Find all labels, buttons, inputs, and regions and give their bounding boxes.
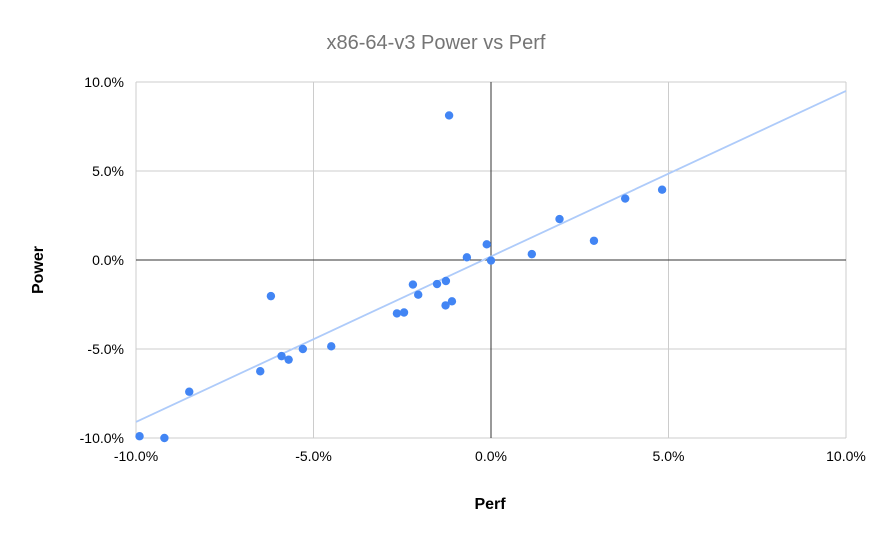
data-point	[277, 351, 286, 361]
x-tick-label: 10.0%	[826, 448, 866, 464]
x-tick-label: -10.0%	[114, 448, 158, 464]
x-tick-label: 0.0%	[475, 448, 507, 464]
data-point	[399, 308, 409, 317]
y-tick-labels: 10.0% 5.0% 0.0% -5.0% -10.0%	[80, 74, 124, 446]
data-point	[432, 279, 442, 289]
data-point	[185, 387, 194, 396]
data-point	[160, 433, 169, 443]
data-point	[408, 280, 418, 289]
data-point	[444, 111, 454, 120]
data-point	[462, 253, 472, 262]
data-point	[256, 367, 265, 376]
data-point	[589, 236, 599, 245]
data-points	[135, 111, 667, 443]
y-tick-label: -10.0%	[80, 430, 124, 446]
data-point	[657, 185, 667, 194]
data-point	[284, 355, 293, 364]
data-point	[327, 342, 336, 351]
x-tick-labels: -10.0% -5.0% 0.0% 5.0% 10.0%	[114, 448, 866, 464]
y-tick-label: 10.0%	[84, 74, 124, 90]
x-tick-label: -5.0%	[295, 448, 332, 464]
data-point	[620, 194, 630, 203]
data-point	[266, 291, 276, 301]
chart-title: x86-64-v3 Power vs Perf	[327, 32, 546, 54]
data-point	[135, 432, 144, 441]
x-tick-label: 5.0%	[653, 448, 685, 464]
data-point	[298, 344, 308, 354]
y-tick-label: 0.0%	[92, 252, 124, 268]
data-point	[555, 214, 564, 224]
data-point	[414, 290, 423, 299]
x-axis-label: Perf	[474, 496, 506, 513]
data-point	[392, 309, 402, 318]
data-point	[486, 256, 496, 265]
y-tick-label: -5.0%	[87, 341, 124, 357]
data-point	[441, 276, 451, 286]
data-point	[447, 297, 457, 306]
y-axis-label: Power	[30, 246, 47, 294]
data-point	[441, 301, 450, 310]
data-point	[482, 240, 491, 249]
y-tick-label: 5.0%	[92, 163, 124, 179]
data-point	[527, 249, 537, 259]
